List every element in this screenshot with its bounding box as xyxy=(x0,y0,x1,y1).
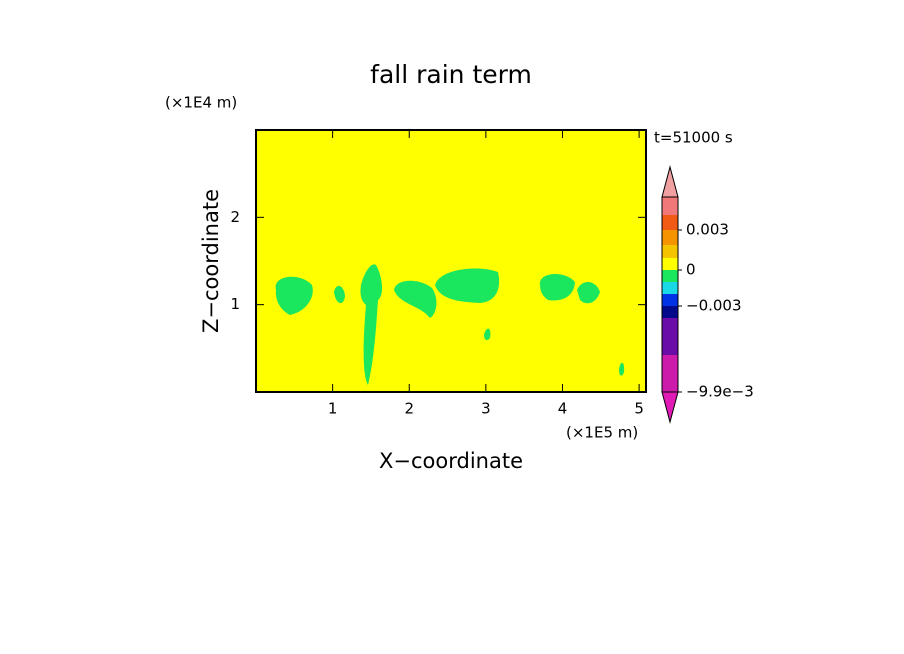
x-tick-label: 3 xyxy=(481,400,491,418)
contour-region xyxy=(394,280,437,318)
plot-frame xyxy=(255,129,647,393)
colorbar-over xyxy=(661,165,679,198)
colorbar-segment xyxy=(662,215,678,230)
colorbar-segment xyxy=(662,318,678,355)
contour-region xyxy=(539,274,575,301)
colorbar-tick-label: −9.9e−3 xyxy=(686,383,754,401)
colorbar-tick-label: 0 xyxy=(686,261,696,279)
contour-region xyxy=(334,285,345,304)
x-tick-label: 4 xyxy=(558,400,568,418)
x-axis-label: X−coordinate xyxy=(379,449,523,473)
x-tick-label: 1 xyxy=(328,400,338,418)
contour-region xyxy=(484,328,491,341)
y-tick-label: 2 xyxy=(230,208,240,226)
colorbar-tick-label: 0.003 xyxy=(686,221,729,239)
x-unit: (×1E5 m) xyxy=(566,424,638,442)
x-tick-label: 2 xyxy=(404,400,414,418)
y-unit: (×1E4 m) xyxy=(165,94,237,112)
colorbar-segment xyxy=(662,306,678,318)
contour-region xyxy=(577,281,600,304)
contour-region xyxy=(360,264,383,385)
y-axis-label: Z−coordinate xyxy=(199,189,223,333)
contour-region xyxy=(256,130,646,392)
colorbar-segment xyxy=(662,355,678,392)
contour-region xyxy=(619,362,625,376)
colorbar-segment xyxy=(662,230,678,245)
colorbar-segment xyxy=(662,258,678,270)
colorbar-tick-label: −0.003 xyxy=(686,297,742,315)
colorbar-segment xyxy=(662,245,678,258)
colorbar-segment xyxy=(662,282,678,294)
time-label: t=51000 s xyxy=(654,129,733,147)
contour-region xyxy=(275,276,313,315)
x-tick-label: 5 xyxy=(634,400,644,418)
y-tick-label: 1 xyxy=(230,295,240,313)
contour-region xyxy=(435,268,500,303)
colorbar-under xyxy=(661,391,679,424)
colorbar-segment xyxy=(662,294,678,306)
contour-field xyxy=(256,130,646,392)
colorbar-segment xyxy=(662,270,678,282)
colorbar-segment xyxy=(662,197,678,215)
chart-title: fall rain term xyxy=(370,60,532,89)
colorbar-frame xyxy=(661,196,679,393)
